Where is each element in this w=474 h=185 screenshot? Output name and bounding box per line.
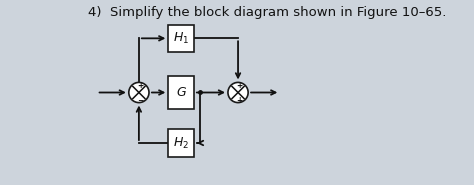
Text: +: + — [236, 81, 242, 90]
Circle shape — [129, 82, 149, 103]
Circle shape — [228, 82, 248, 103]
Text: $H_1$: $H_1$ — [173, 31, 189, 46]
Text: 4)  Simplify the block diagram shown in Figure 10–65.: 4) Simplify the block diagram shown in F… — [88, 6, 447, 19]
Text: −: − — [137, 96, 143, 105]
Text: $G$: $G$ — [175, 86, 187, 99]
Text: +: + — [236, 96, 242, 105]
Bar — [168, 25, 194, 52]
Bar — [168, 129, 194, 157]
Text: +: + — [137, 81, 143, 90]
Bar — [168, 76, 194, 109]
Text: $H_2$: $H_2$ — [173, 135, 189, 151]
